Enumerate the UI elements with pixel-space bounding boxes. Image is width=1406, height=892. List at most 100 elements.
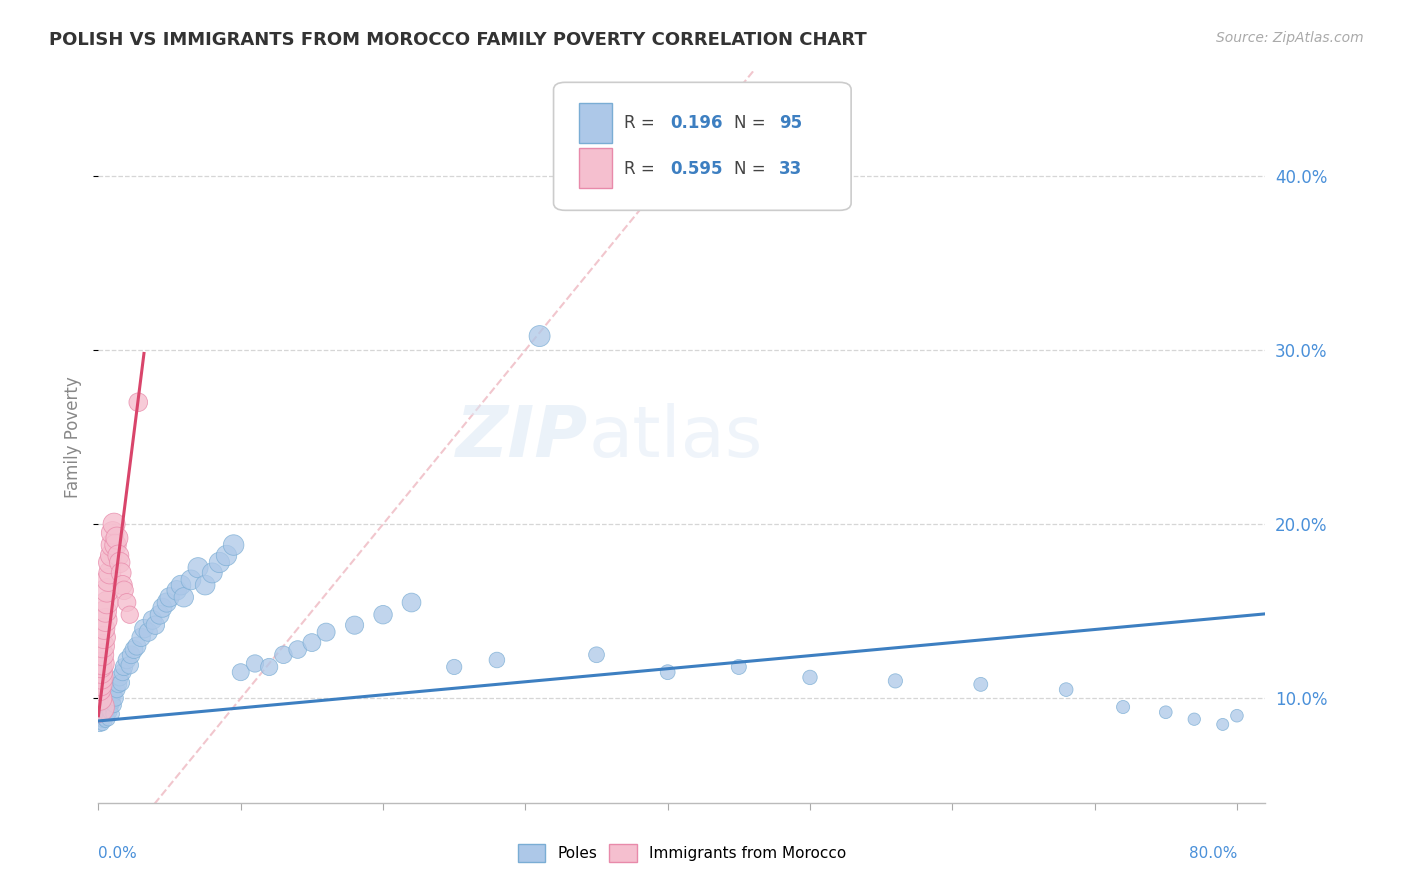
- Point: [401, 595, 423, 609]
- Point: [90, 660, 112, 674]
- Point: [93, 712, 115, 726]
- Point: [115, 595, 138, 609]
- Point: [115, 653, 138, 667]
- Point: [1054, 682, 1077, 697]
- Point: [91, 708, 114, 723]
- Point: [100, 549, 122, 563]
- Point: [215, 549, 238, 563]
- Point: [89, 682, 111, 697]
- Point: [91, 688, 114, 702]
- Point: [104, 538, 127, 552]
- Point: [136, 625, 159, 640]
- Point: [90, 706, 112, 721]
- Point: [97, 573, 120, 587]
- Point: [90, 677, 112, 691]
- Point: [100, 691, 122, 706]
- Point: [101, 706, 124, 721]
- Point: [91, 657, 114, 671]
- Point: [156, 595, 179, 609]
- Bar: [579, 103, 612, 143]
- Point: [93, 693, 115, 707]
- Text: 0.0%: 0.0%: [98, 847, 138, 862]
- Legend: Poles, Immigrants from Morocco: Poles, Immigrants from Morocco: [512, 838, 852, 868]
- Text: POLISH VS IMMIGRANTS FROM MOROCCO FAMILY POVERTY CORRELATION CHART: POLISH VS IMMIGRANTS FROM MOROCCO FAMILY…: [49, 31, 868, 49]
- Point: [229, 665, 252, 680]
- Point: [93, 698, 115, 713]
- Point: [201, 566, 224, 580]
- Point: [1212, 717, 1234, 731]
- Point: [141, 613, 163, 627]
- Point: [243, 657, 266, 671]
- Point: [89, 700, 111, 714]
- Text: atlas: atlas: [589, 402, 763, 472]
- Point: [103, 698, 125, 713]
- Point: [96, 695, 118, 709]
- Text: R =: R =: [624, 114, 659, 132]
- Point: [101, 695, 124, 709]
- Point: [98, 697, 121, 711]
- Point: [96, 583, 118, 598]
- Point: [129, 631, 152, 645]
- Point: [108, 670, 131, 684]
- Point: [94, 690, 117, 704]
- Point: [94, 714, 117, 728]
- Point: [173, 591, 195, 605]
- Point: [101, 525, 124, 540]
- Point: [1154, 705, 1177, 719]
- Point: [194, 578, 217, 592]
- Point: [103, 686, 125, 700]
- Text: ZIP: ZIP: [457, 402, 589, 472]
- Point: [104, 691, 127, 706]
- Point: [159, 591, 181, 605]
- Y-axis label: Family Poverty: Family Poverty: [65, 376, 83, 498]
- Point: [118, 658, 141, 673]
- Point: [101, 538, 124, 552]
- Point: [187, 560, 209, 574]
- Point: [94, 702, 117, 716]
- Point: [657, 665, 679, 680]
- Point: [90, 698, 112, 713]
- Point: [118, 607, 141, 622]
- Point: [91, 702, 114, 716]
- Point: [97, 704, 120, 718]
- Point: [1226, 708, 1249, 723]
- Point: [122, 642, 145, 657]
- Point: [127, 395, 149, 409]
- Point: [93, 705, 115, 719]
- Point: [89, 700, 111, 714]
- Point: [315, 625, 337, 640]
- Point: [132, 622, 155, 636]
- Point: [91, 700, 114, 714]
- Point: [273, 648, 295, 662]
- Point: [90, 670, 112, 684]
- Text: N =: N =: [734, 160, 772, 178]
- Point: [112, 583, 135, 598]
- Point: [96, 595, 118, 609]
- Point: [90, 665, 112, 680]
- Point: [222, 538, 245, 552]
- Point: [1182, 712, 1205, 726]
- Point: [727, 660, 749, 674]
- Point: [529, 329, 551, 343]
- Point: [585, 648, 607, 662]
- Point: [103, 517, 125, 532]
- Point: [343, 618, 366, 632]
- Point: [125, 639, 148, 653]
- Point: [89, 691, 111, 706]
- Text: R =: R =: [624, 160, 659, 178]
- Text: 33: 33: [779, 160, 801, 178]
- Point: [97, 693, 120, 707]
- Text: 0.196: 0.196: [671, 114, 723, 132]
- Point: [108, 556, 131, 570]
- Point: [100, 700, 122, 714]
- Point: [799, 670, 821, 684]
- Point: [94, 697, 117, 711]
- Point: [287, 642, 309, 657]
- Point: [89, 708, 111, 723]
- Point: [485, 653, 508, 667]
- Point: [443, 660, 465, 674]
- Point: [257, 660, 280, 674]
- Point: [94, 604, 117, 618]
- Point: [98, 556, 121, 570]
- Point: [93, 631, 115, 645]
